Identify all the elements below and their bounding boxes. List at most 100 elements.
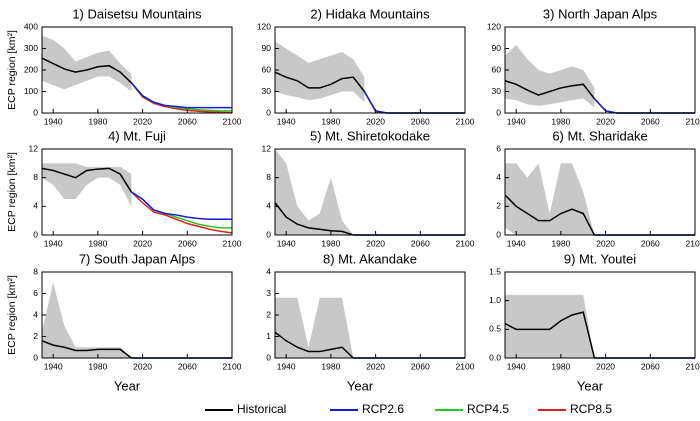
panel-title: 3) North Japan Alps (543, 6, 658, 21)
legend-label: RCP4.5 (467, 402, 509, 416)
x-tick-label: 2060 (411, 116, 430, 126)
series-line (274, 202, 354, 236)
series-line (504, 311, 596, 359)
series-line (363, 91, 465, 114)
x-tick-label: 1980 (551, 238, 570, 248)
y-tick-label: 0 (266, 352, 271, 362)
series-line (41, 340, 132, 359)
range-band (505, 44, 595, 108)
plot-frame (274, 148, 466, 236)
x-tick-label: 1940 (507, 361, 526, 371)
legend-label: Historical (237, 402, 286, 416)
range-band (505, 294, 595, 358)
range-band (42, 282, 132, 358)
y-tick-label: 2 (33, 331, 38, 341)
y-tick-label: 0 (266, 229, 271, 239)
x-tick-label: 1980 (88, 361, 107, 371)
x-tick-label: 2100 (223, 238, 242, 248)
x-tick-label: 2100 (223, 116, 242, 126)
y-tick-label: 60 (492, 64, 502, 74)
y-tick-label: 120 (257, 21, 271, 31)
x-tick-label: 2100 (686, 361, 700, 371)
y-tick-label: 4 (266, 266, 271, 276)
x-axis-label: Year (577, 378, 604, 393)
series-line (41, 167, 133, 193)
series-line (130, 82, 232, 109)
x-tick-label: 2020 (596, 116, 615, 126)
x-tick-label: 1980 (551, 116, 570, 126)
x-tick-label: 1980 (321, 238, 340, 248)
series-line (131, 191, 232, 229)
y-tick-label: 0 (496, 229, 501, 239)
y-axis-label: ECP region [km²] (6, 152, 18, 232)
y-tick-label: 0 (33, 229, 38, 239)
y-tick-label: 4 (33, 309, 38, 319)
y-tick-label: 0.0 (489, 352, 501, 362)
x-tick-label: 2100 (223, 361, 242, 371)
x-tick-label: 2060 (641, 238, 660, 248)
x-tick-label: 2060 (178, 238, 197, 248)
y-tick-label: 200 (24, 64, 38, 74)
series-line (274, 331, 354, 359)
y-tick-label: 2 (496, 201, 501, 211)
y-tick-label: 300 (24, 43, 38, 53)
series-line (363, 91, 465, 114)
x-tick-label: 1940 (44, 238, 63, 248)
y-tick-label: 400 (24, 21, 38, 31)
x-tick-label: 2020 (366, 116, 385, 126)
panel-title: 1) Daisetsu Mountains (72, 6, 202, 21)
x-tick-label: 1980 (321, 116, 340, 126)
x-tick-label: 1980 (321, 361, 340, 371)
x-tick-label: 2020 (133, 116, 152, 126)
x-tick-label: 2020 (596, 361, 615, 371)
plot-frame (41, 148, 233, 236)
x-tick-label: 1940 (507, 238, 526, 248)
x-tick-label: 2100 (456, 116, 475, 126)
y-tick-label: 8 (33, 266, 38, 276)
panel-title: 7) South Japan Alps (79, 251, 196, 266)
y-tick-label: 120 (487, 21, 501, 31)
x-tick-label: 2020 (596, 238, 615, 248)
x-tick-label: 1980 (551, 361, 570, 371)
x-tick-label: 1940 (44, 361, 63, 371)
y-tick-label: 4 (496, 172, 501, 182)
y-tick-label: 8 (266, 172, 271, 182)
x-tick-label: 2100 (686, 116, 700, 126)
x-tick-label: 2060 (178, 361, 197, 371)
legend-label: RCP2.6 (362, 402, 404, 416)
range-band (42, 35, 132, 92)
x-axis-label: Year (114, 378, 141, 393)
y-tick-label: 1.5 (489, 266, 501, 276)
x-tick-label: 1980 (88, 116, 107, 126)
y-tick-label: 30 (262, 86, 272, 96)
series-line (593, 98, 695, 114)
x-tick-label: 2060 (641, 116, 660, 126)
panel-title: 4) Mt. Fuji (108, 128, 166, 143)
x-tick-label: 2060 (641, 361, 660, 371)
y-tick-label: 12 (262, 143, 272, 153)
x-tick-label: 2100 (456, 238, 475, 248)
x-tick-label: 2020 (133, 238, 152, 248)
y-tick-label: 8 (33, 172, 38, 182)
x-tick-label: 2020 (366, 238, 385, 248)
x-tick-label: 1940 (277, 238, 296, 248)
series-line (41, 57, 132, 84)
series-line (504, 80, 596, 100)
series-line (130, 82, 233, 114)
y-tick-label: 4 (266, 201, 271, 211)
x-tick-label: 2100 (686, 238, 700, 248)
panel-title: 8) Mt. Akandake (323, 251, 417, 266)
x-axis-label: Year (347, 378, 374, 393)
y-axis-label: ECP region [km²] (6, 30, 18, 110)
x-tick-label: 2060 (411, 361, 430, 371)
y-tick-label: 1 (266, 331, 271, 341)
x-tick-label: 1980 (88, 238, 107, 248)
y-tick-label: 0 (266, 107, 271, 117)
panel-title: 2) Hidaka Mountains (310, 6, 430, 21)
y-tick-label: 1.0 (489, 295, 501, 305)
y-tick-label: 3 (266, 288, 271, 298)
y-tick-label: 30 (492, 86, 502, 96)
x-tick-label: 1940 (277, 116, 296, 126)
y-tick-label: 0 (33, 352, 38, 362)
